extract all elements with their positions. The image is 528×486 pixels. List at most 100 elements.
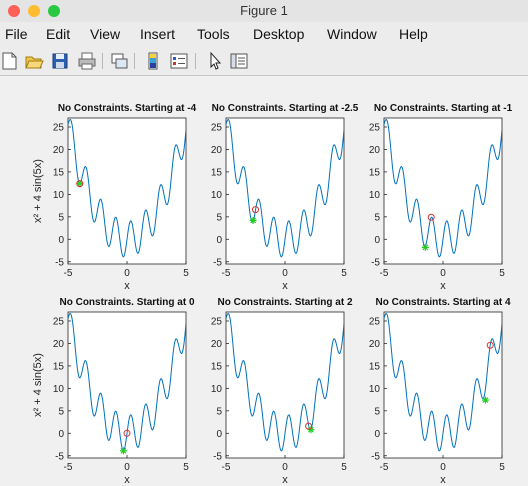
subplot-4[interactable]: -5 0 5 -5 0 5 10 15 20 25 No Constraints. Starting… (32, 297, 195, 486)
y-axis-label: x² + 4 sin(5x) (32, 159, 44, 223)
x-tick-label: 5 (183, 268, 189, 279)
subplot-title: No Constraints. Starting at -4 (58, 103, 197, 114)
y-tick-label: -5 (55, 257, 64, 268)
legend-icon[interactable] (169, 51, 189, 71)
y-tick-label: 10 (53, 190, 65, 201)
property-editor-icon[interactable] (229, 51, 249, 71)
y-tick-label: 10 (211, 384, 223, 395)
x-tick-label: 5 (341, 268, 347, 279)
toolbar-separator (134, 53, 135, 69)
x-tick-label: -5 (380, 268, 389, 279)
x-tick-label: -5 (222, 268, 231, 279)
y-tick-label: 0 (216, 235, 222, 246)
x-tick-label: 5 (499, 268, 505, 279)
y-tick-label: -5 (55, 451, 64, 462)
save-icon[interactable] (50, 51, 70, 71)
y-tick-label: 0 (374, 429, 380, 440)
menu-view[interactable]: View (90, 26, 121, 42)
print-icon[interactable] (77, 51, 97, 71)
y-tick-label: 10 (211, 190, 223, 201)
start-point-marker (252, 206, 259, 214)
subplot-3[interactable]: -5 0 5 -5 0 5 10 15 20 25 No Constraints. Starting… (369, 103, 513, 292)
open-file-icon[interactable] (24, 51, 44, 71)
function-curve (68, 312, 186, 452)
window-titlebar: Figure 1 (0, 0, 528, 22)
minimize-window-button[interactable] (28, 5, 40, 17)
y-tick-label: -5 (371, 451, 380, 462)
start-point-marker (123, 429, 131, 437)
y-tick-label: 5 (58, 406, 64, 417)
y-tick-label: 10 (369, 384, 381, 395)
function-curve (384, 312, 502, 452)
x-axis-label: x (440, 280, 446, 292)
x-axis-label: x (282, 474, 288, 486)
y-tick-label: 5 (374, 212, 380, 223)
start-point-marker (486, 341, 494, 349)
y-tick-label: 25 (53, 316, 65, 327)
y-tick-label: 15 (211, 167, 223, 178)
menu-tools[interactable]: Tools (197, 26, 230, 42)
colorbar-icon[interactable] (143, 51, 163, 71)
menu-edit[interactable]: Edit (46, 26, 71, 42)
start-point-marker (427, 213, 435, 221)
menubar: File Edit View Insert Tools Desktop Wind… (0, 24, 528, 46)
function-curve (384, 118, 502, 258)
end-point-marker (481, 396, 489, 404)
subplot-2[interactable]: -5 0 5 -5 0 5 10 15 20 25 No Constraints. Starting… (211, 103, 359, 292)
function-curve (226, 312, 344, 452)
subplot-1[interactable]: -5 0 5 -5 0 5 10 15 20 25 No Constraints. Starting… (32, 103, 197, 292)
subplot-5[interactable]: -5 0 5 -5 0 5 10 15 20 25 No Constraints. Starting… (211, 297, 353, 486)
x-tick-label: -5 (64, 268, 73, 279)
y-tick-label: 0 (58, 429, 64, 440)
y-tick-label: 15 (369, 361, 381, 372)
y-tick-label: 10 (369, 190, 381, 201)
x-axis-label: x (282, 280, 288, 292)
toolbar (0, 47, 528, 76)
subplot-title: No Constraints. Starting at 2 (217, 297, 352, 308)
x-tick-label: 0 (124, 268, 130, 279)
toolbar-separator (102, 53, 103, 69)
subplot-title: No Constraints. Starting at 4 (375, 297, 510, 308)
y-tick-label: 0 (374, 235, 380, 246)
x-tick-label: -5 (64, 462, 73, 473)
arrow-pointer-icon[interactable] (205, 51, 225, 71)
link-icon[interactable] (109, 51, 129, 71)
zoom-window-button[interactable] (48, 5, 60, 17)
subplot-6[interactable]: -5 0 5 -5 0 5 10 15 20 25 No Constraints. Starting… (369, 297, 511, 486)
y-tick-label: 5 (58, 212, 64, 223)
x-tick-label: 5 (341, 462, 347, 473)
y-tick-label: -5 (213, 451, 222, 462)
y-tick-label: 0 (58, 235, 64, 246)
y-tick-label: 15 (211, 361, 223, 372)
y-tick-label: 25 (211, 122, 223, 133)
y-tick-label: 20 (211, 145, 223, 156)
start-point-marker (305, 422, 313, 430)
y-tick-label: 25 (53, 122, 65, 133)
menu-help[interactable]: Help (399, 26, 428, 42)
close-window-button[interactable] (8, 5, 20, 17)
end-point-marker (249, 216, 257, 224)
subplot-grid: -5 0 5 -5 0 5 10 15 20 25 No Constraints. Starting… (32, 103, 513, 486)
menu-file[interactable]: File (5, 26, 28, 42)
subplot-title: No Constraints. Starting at -1 (374, 103, 513, 114)
x-tick-label: 0 (282, 462, 288, 473)
menu-desktop[interactable]: Desktop (253, 26, 305, 42)
toolbar-separator (195, 53, 196, 69)
x-axis-label: x (124, 474, 130, 486)
y-tick-label: 20 (53, 145, 65, 156)
x-tick-label: -5 (222, 462, 231, 473)
x-tick-label: 5 (183, 462, 189, 473)
y-tick-label: 25 (369, 316, 381, 327)
figure-canvas[interactable]: -5 0 5 -5 0 5 10 15 20 25 No Constraints. Starting… (0, 76, 528, 486)
end-point-marker (421, 243, 429, 251)
y-tick-label: -5 (213, 257, 222, 268)
y-tick-label: 25 (211, 316, 223, 327)
x-tick-label: 0 (440, 268, 446, 279)
x-tick-label: 0 (440, 462, 446, 473)
x-tick-label: 5 (499, 462, 505, 473)
subplot-title: No Constraints. Starting at 0 (59, 297, 194, 308)
menu-window[interactable]: Window (327, 26, 377, 42)
new-figure-icon[interactable] (0, 51, 20, 71)
menu-insert[interactable]: Insert (140, 26, 176, 42)
x-axis-label: x (440, 474, 446, 486)
